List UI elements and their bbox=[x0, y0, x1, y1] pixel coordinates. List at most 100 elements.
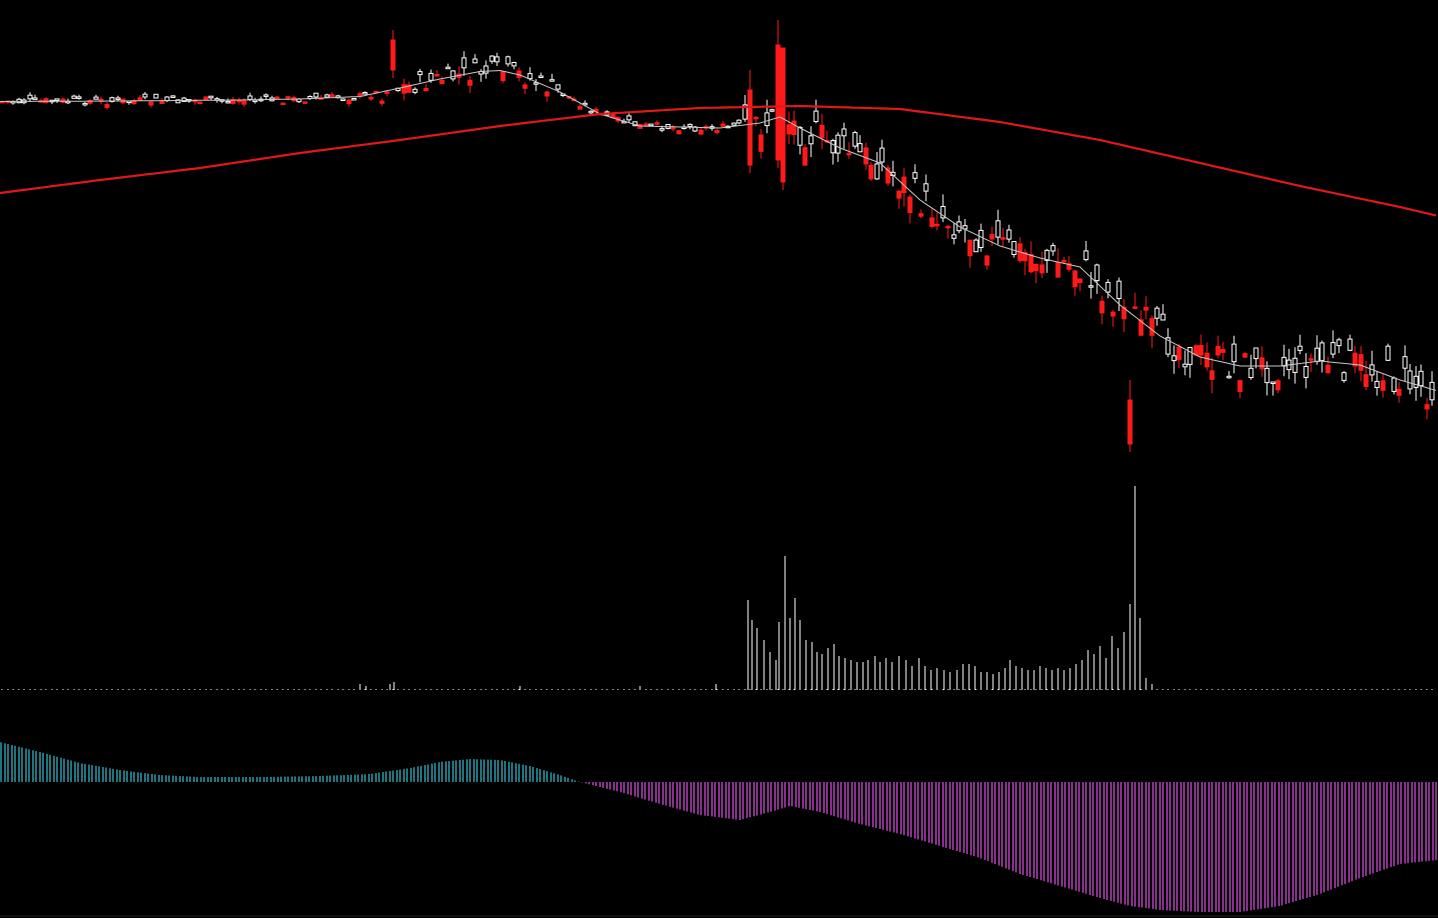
candle-body-up bbox=[32, 97, 38, 100]
candle-body-up bbox=[1385, 345, 1391, 361]
candle-body-up bbox=[857, 143, 863, 153]
candle-body-up bbox=[1105, 281, 1111, 293]
candle-body-up bbox=[417, 71, 423, 76]
candle-body-up bbox=[731, 122, 737, 126]
candle-body-down bbox=[1039, 264, 1045, 274]
candle-body-down bbox=[1363, 374, 1369, 388]
candle-body-up bbox=[874, 163, 880, 180]
candle-body-up bbox=[1006, 229, 1012, 240]
candle-body-up bbox=[1292, 357, 1298, 373]
candle-body-up bbox=[27, 94, 33, 100]
candle-body-down bbox=[285, 96, 291, 99]
candle-body-up bbox=[511, 62, 517, 67]
candle-body-up bbox=[1248, 367, 1254, 378]
candle-body-up bbox=[1374, 380, 1380, 388]
candle-body-up bbox=[813, 110, 819, 122]
candle-body-down bbox=[423, 87, 429, 92]
candle-body-up bbox=[505, 56, 511, 65]
candle-body-down bbox=[775, 44, 781, 161]
candle-body-down bbox=[544, 91, 550, 97]
candle-body-down bbox=[1072, 270, 1078, 288]
candle-body-down bbox=[104, 104, 110, 108]
candle-body-down bbox=[357, 93, 363, 96]
volume-panel bbox=[1, 486, 1433, 690]
candle-body-up bbox=[1187, 347, 1193, 365]
candle-body-up bbox=[555, 84, 561, 90]
candle-body-down bbox=[274, 96, 280, 99]
candle-body-up bbox=[181, 97, 187, 102]
candle-body-up bbox=[538, 75, 544, 78]
candle-body-down bbox=[1352, 352, 1358, 367]
candle-body-down bbox=[1022, 252, 1028, 262]
candle-body-up bbox=[164, 96, 170, 102]
candle-body-up bbox=[1281, 356, 1287, 367]
candle-body-up bbox=[549, 79, 555, 82]
candle-body-up bbox=[841, 128, 847, 137]
candle-body-up bbox=[659, 128, 665, 131]
candle-body-up bbox=[1083, 250, 1089, 261]
candle-body-down bbox=[885, 167, 891, 184]
candle-body-down bbox=[346, 99, 352, 105]
candle-body-down bbox=[406, 84, 412, 93]
candle-body-up bbox=[951, 234, 957, 239]
candle-body-down bbox=[1055, 262, 1061, 278]
candle-body-down bbox=[1308, 358, 1314, 361]
candle-body-down bbox=[967, 239, 973, 257]
candle-body-up bbox=[648, 123, 654, 127]
candle-body-up bbox=[769, 109, 775, 112]
candle-body-up bbox=[852, 132, 858, 147]
candle-body-down bbox=[907, 196, 913, 214]
oscillator-panel bbox=[0, 742, 1437, 912]
candle-body-down bbox=[401, 84, 407, 94]
candle-body-up bbox=[1226, 375, 1232, 379]
candle-body-down bbox=[203, 96, 209, 101]
candle-body-down bbox=[280, 102, 286, 105]
candle-body-up bbox=[76, 96, 82, 99]
candle-body-up bbox=[687, 123, 693, 127]
candle-body-down bbox=[1275, 380, 1281, 391]
candle-body-down bbox=[159, 100, 165, 105]
candle-body-down bbox=[390, 39, 396, 71]
candle-body-down bbox=[1380, 380, 1386, 391]
candle-body-up bbox=[1094, 264, 1100, 282]
candle-body-down bbox=[1396, 388, 1402, 396]
candle-body-up bbox=[1429, 381, 1435, 401]
candle-body-up bbox=[412, 88, 418, 93]
candle-body-up bbox=[1336, 339, 1342, 347]
candle-body-up bbox=[428, 72, 434, 81]
candle-body-up bbox=[71, 95, 77, 99]
candle-body-up bbox=[808, 135, 814, 145]
candle-body-down bbox=[753, 116, 759, 120]
candle-body-down bbox=[934, 223, 940, 227]
candle-body-down bbox=[60, 98, 66, 103]
candle-body-up bbox=[82, 102, 88, 106]
candle-body-up bbox=[247, 95, 253, 100]
candle-body-down bbox=[929, 217, 935, 227]
candle-body-down bbox=[791, 120, 797, 135]
candle-body-down bbox=[868, 164, 874, 180]
candle-body-down bbox=[720, 123, 726, 127]
candle-body-up bbox=[252, 99, 258, 103]
candle-body-down bbox=[1176, 346, 1182, 361]
candle-body-down bbox=[434, 74, 440, 77]
candle-body-down bbox=[1138, 319, 1144, 336]
candle-body-down bbox=[384, 91, 390, 94]
candle-body-up bbox=[263, 94, 269, 97]
ma-long-line bbox=[0, 104, 1437, 217]
candle-body-up bbox=[54, 98, 60, 101]
ma-short-line bbox=[0, 69, 1437, 391]
candle-body-down bbox=[786, 124, 792, 135]
candle-body-up bbox=[472, 58, 478, 64]
candle-body-up bbox=[736, 119, 742, 124]
candle-body-up bbox=[153, 93, 159, 99]
candle-body-up bbox=[1182, 363, 1188, 368]
candle-body-up bbox=[175, 99, 181, 104]
candle-body-down bbox=[467, 79, 473, 86]
candle-body-down bbox=[846, 152, 852, 156]
candle-body-up bbox=[1341, 372, 1347, 381]
candle-body-down bbox=[197, 101, 203, 105]
candle-body-down bbox=[984, 255, 990, 266]
candle-body-down bbox=[1424, 404, 1430, 410]
candle-body-up bbox=[1330, 342, 1336, 355]
